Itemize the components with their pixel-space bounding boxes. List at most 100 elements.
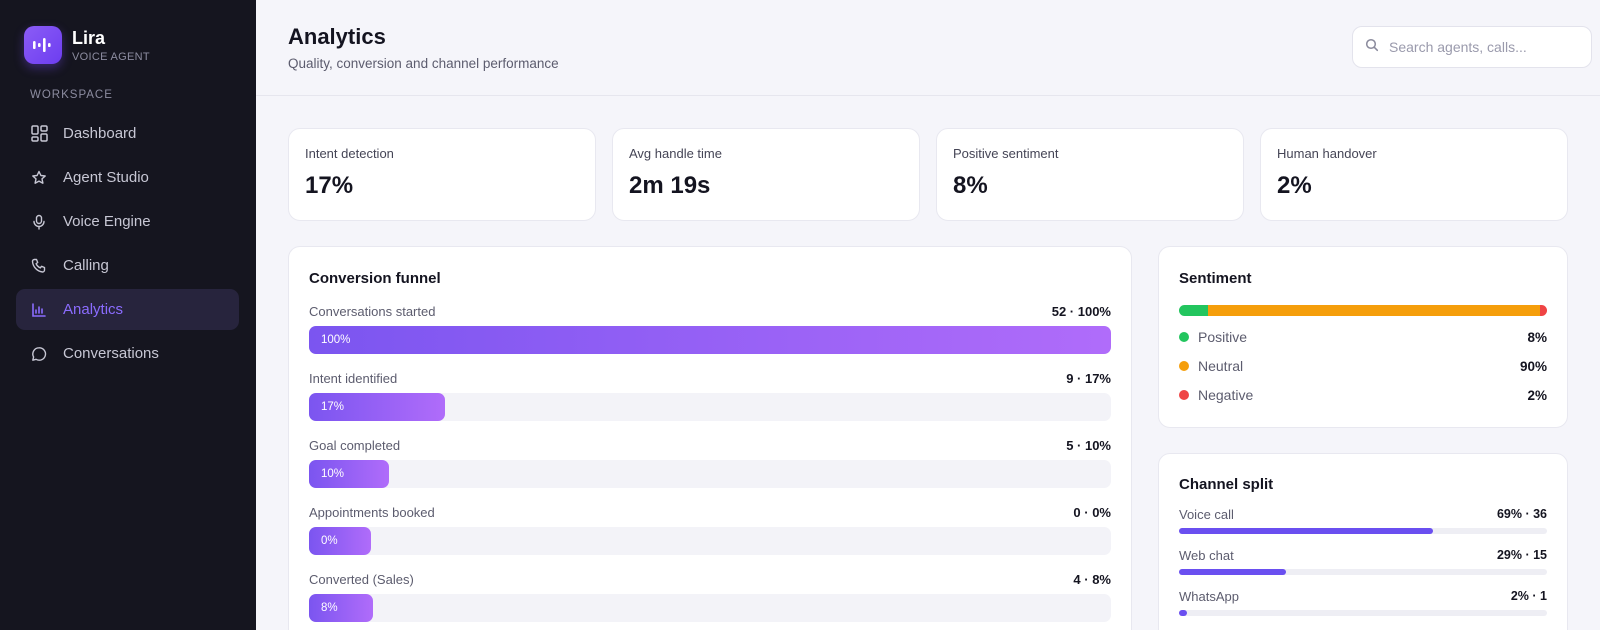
sentiment-value: 2%: [1527, 387, 1547, 403]
kpi-label: Avg handle time: [629, 146, 722, 161]
workspace-section-label: WORKSPACE: [30, 89, 113, 101]
phone-icon: [30, 257, 48, 275]
sentiment-label: Positive: [1198, 329, 1248, 345]
channel-row: WhatsApp 2% · 1: [1179, 589, 1547, 616]
app-name: Lira: [72, 27, 106, 48]
sentiment-segment-positive: [1179, 305, 1209, 316]
neutral-dot-icon: [1179, 361, 1189, 371]
page-title: Analytics: [288, 24, 386, 49]
sentiment-label: Neutral: [1198, 358, 1244, 374]
chat-bubble-icon: [30, 345, 48, 363]
funnel-row-label: Goal completed: [309, 438, 401, 453]
kpi-card-intent-detection: Intent detection 17%: [288, 128, 596, 221]
kpi-value: 2%: [1277, 172, 1312, 199]
channel-split-card: Channel split Voice call 69% · 36 Web cha…: [1158, 453, 1568, 630]
funnel-bar-track: 8%: [309, 594, 1111, 622]
sentiment-value: 90%: [1519, 358, 1547, 374]
channel-label: Web chat: [1179, 548, 1234, 563]
sentiment-segment-negative: [1539, 305, 1547, 316]
channel-label: Voice call: [1179, 507, 1234, 522]
sidebar-item-analytics[interactable]: Analytics: [16, 289, 239, 330]
sentiment-stacked-bar: [1179, 305, 1547, 316]
sidebar-item-calling[interactable]: Calling: [16, 245, 239, 286]
funnel-bar-label: 17%: [321, 401, 345, 413]
funnel-row-value: 52 · 100%: [1051, 304, 1111, 319]
sentiment-label: Negative: [1198, 387, 1254, 403]
funnel-row-label: Intent identified: [309, 371, 398, 386]
sidebar-nav: Dashboard Agent Studio Voice Engine Call…: [16, 113, 239, 377]
search-box[interactable]: [1352, 26, 1592, 68]
funnel-bar-fill: 10%: [309, 460, 390, 488]
channel-bar-fill: [1179, 569, 1286, 575]
sidebar-item-voice-engine[interactable]: Voice Engine: [16, 201, 239, 242]
sentiment-legend-row: Neutral 90%: [1179, 358, 1547, 374]
channel-bar-fill: [1179, 528, 1433, 534]
sidebar-item-agent-studio[interactable]: Agent Studio: [16, 157, 239, 198]
kpi-card-human-handover: Human handover 2%: [1260, 128, 1568, 221]
sidebar-item-dashboard[interactable]: Dashboard: [16, 113, 239, 154]
sentiment-card: Sentiment Positive 8% Neutral 90% Negati…: [1158, 246, 1568, 428]
brand[interactable]: Lira VOICE AGENT: [24, 26, 150, 64]
search-icon: [1365, 38, 1379, 57]
funnel-bar-label: 100%: [321, 334, 351, 346]
funnel-bar-track: 0%: [309, 527, 1111, 555]
sentiment-legend-row: Negative 2%: [1179, 387, 1547, 403]
voice-wave-logo-icon: [24, 26, 62, 64]
main-content: Analytics Quality, conversion and channe…: [256, 0, 1600, 630]
sidebar: Lira VOICE AGENT WORKSPACE Dashboard Age…: [0, 0, 256, 630]
funnel-bar-fill: 0%: [309, 527, 371, 555]
channel-bar-fill: [1179, 610, 1187, 616]
kpi-label: Human handover: [1277, 146, 1377, 161]
channel-row: Voice call 69% · 36: [1179, 507, 1547, 534]
grid-icon: [30, 125, 48, 143]
channel-bar-track: [1179, 610, 1547, 616]
sentiment-segment-neutral: [1208, 305, 1540, 316]
funnel-row-value: 5 · 10%: [1066, 438, 1111, 453]
positive-dot-icon: [1179, 332, 1189, 342]
funnel-bar-track: 10%: [309, 460, 1111, 488]
sentiment-legend-row: Positive 8%: [1179, 329, 1547, 345]
funnel-row-label: Conversations started: [309, 304, 436, 319]
kpi-card-positive-sentiment: Positive sentiment 8%: [936, 128, 1244, 221]
sidebar-item-label: Calling: [63, 257, 109, 274]
funnel-row-label: Converted (Sales): [309, 572, 414, 587]
search-input[interactable]: [1389, 39, 1569, 55]
funnel-row: Converted (Sales) 4 · 8% 8%: [309, 572, 1111, 622]
channel-bar-track: [1179, 528, 1547, 534]
card-title: Conversion funnel: [309, 270, 441, 287]
channel-value: 29% · 15: [1496, 548, 1547, 562]
channel-row: Web chat 29% · 15: [1179, 548, 1547, 575]
funnel-bar-fill: 17%: [309, 393, 446, 421]
kpi-card-avg-handle-time: Avg handle time 2m 19s: [612, 128, 920, 221]
kpi-value: 8%: [953, 172, 988, 199]
funnel-bar-fill: 100%: [309, 326, 1111, 354]
funnel-row-value: 4 · 8%: [1073, 572, 1111, 587]
funnel-bar-label: 10%: [321, 468, 345, 480]
page-header: Analytics Quality, conversion and channe…: [256, 0, 1600, 96]
kpi-value: 17%: [305, 172, 354, 199]
card-title: Sentiment: [1179, 270, 1252, 287]
kpi-label: Intent detection: [305, 146, 394, 161]
microphone-icon: [30, 213, 48, 231]
channel-bar-track: [1179, 569, 1547, 575]
star-icon: [30, 169, 48, 187]
funnel-row: Intent identified 9 · 17% 17%: [309, 371, 1111, 421]
channel-value: 69% · 36: [1496, 507, 1547, 521]
funnel-bar-label: 0%: [321, 535, 338, 547]
funnel-bar-fill: 8%: [309, 594, 374, 622]
sidebar-item-label: Conversations: [63, 345, 159, 362]
funnel-row: Goal completed 5 · 10% 10%: [309, 438, 1111, 488]
funnel-bar-label: 8%: [321, 602, 338, 614]
funnel-row-value: 9 · 17%: [1066, 371, 1111, 386]
bar-chart-icon: [30, 301, 48, 319]
sidebar-item-label: Analytics: [63, 301, 124, 318]
sidebar-item-conversations[interactable]: Conversations: [16, 333, 239, 374]
funnel-row-label: Appointments booked: [309, 505, 435, 520]
funnel-bar-track: 17%: [309, 393, 1111, 421]
channel-label: WhatsApp: [1179, 589, 1239, 604]
kpi-label: Positive sentiment: [953, 146, 1059, 161]
conversion-funnel-card: Conversion funnel Conversations started 5…: [288, 246, 1132, 630]
sidebar-item-label: Agent Studio: [63, 169, 149, 186]
sidebar-item-label: Voice Engine: [63, 213, 151, 230]
sidebar-item-label: Dashboard: [63, 125, 137, 142]
